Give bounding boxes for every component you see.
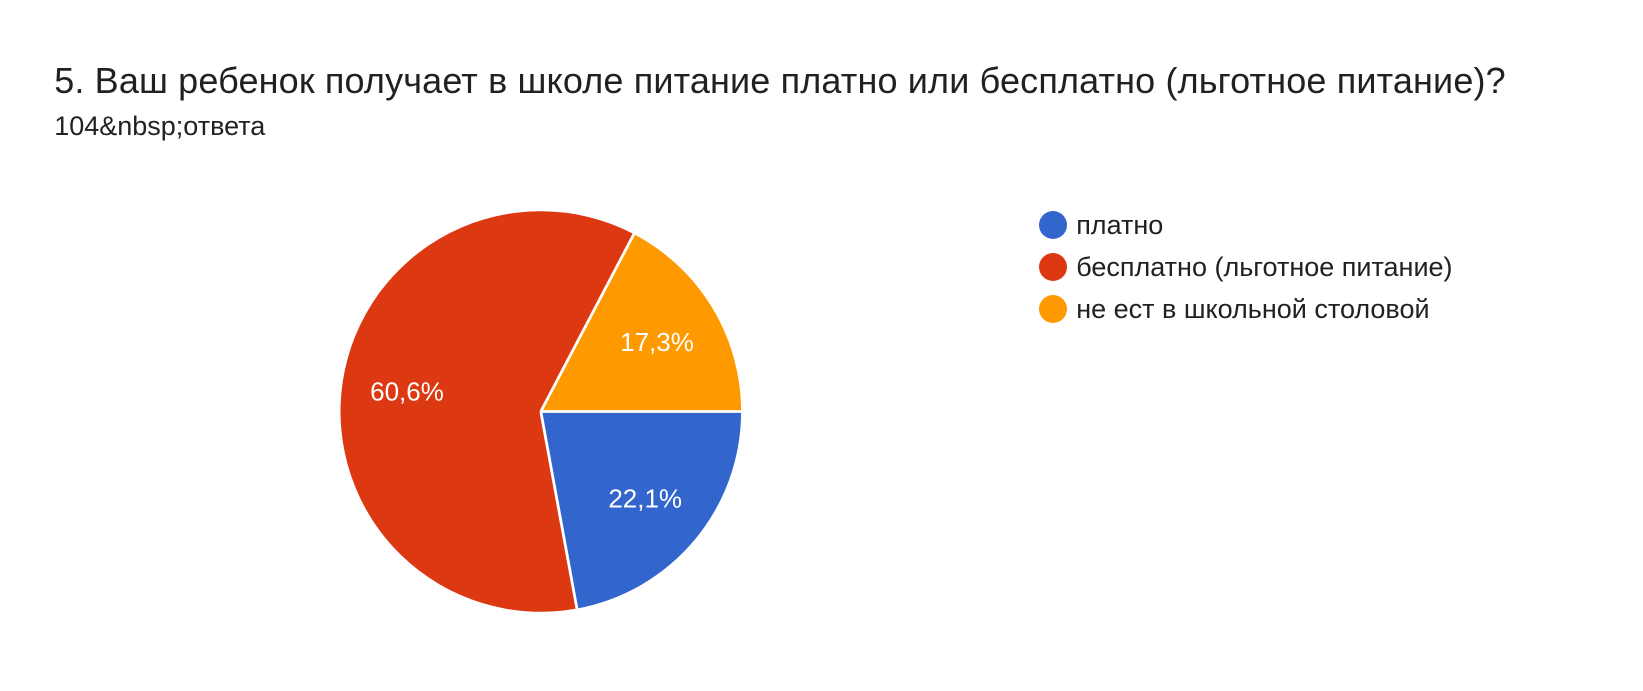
- svg-text:17,3%: 17,3%: [620, 327, 694, 357]
- svg-text:60,6%: 60,6%: [370, 377, 444, 407]
- svg-text:22,1%: 22,1%: [608, 484, 682, 514]
